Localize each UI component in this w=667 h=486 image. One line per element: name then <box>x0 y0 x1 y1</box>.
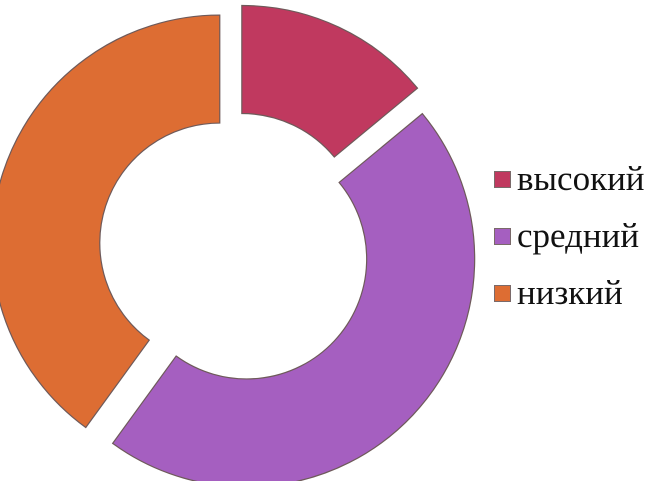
legend-label-medium: средний <box>517 216 640 255</box>
legend-label-low: низкий <box>517 273 623 312</box>
legend-swatch-low <box>494 284 511 302</box>
doughnut-slice-medium <box>111 112 476 486</box>
legend-swatch-medium <box>494 227 511 245</box>
doughnut-slice-high <box>241 4 419 158</box>
chart-legend: высокий средний низкий <box>494 160 645 312</box>
legend-item-high: высокий <box>494 160 645 198</box>
legend-item-medium: средний <box>494 217 645 255</box>
legend-item-low: низкий <box>494 274 645 312</box>
legend-label-high: высокий <box>517 159 645 198</box>
legend-swatch-high <box>494 170 511 188</box>
doughnut-slice-low <box>0 14 221 429</box>
